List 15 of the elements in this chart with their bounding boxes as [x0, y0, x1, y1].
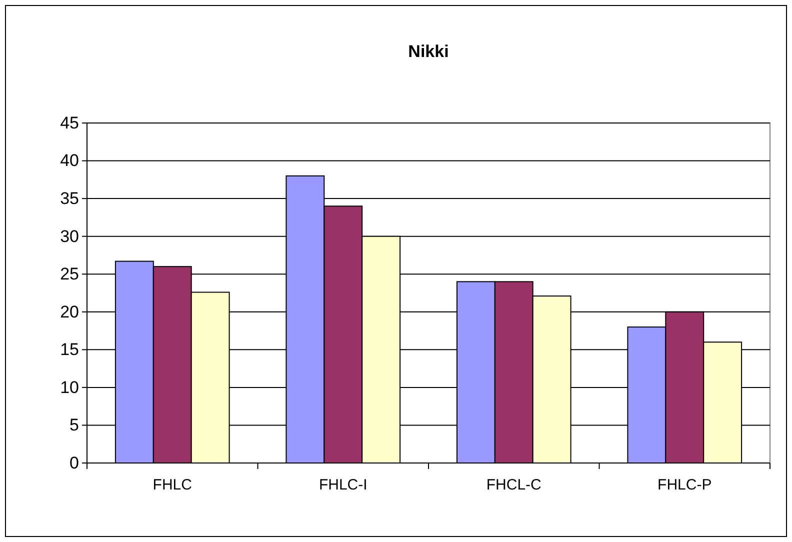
x-tick-label: FHLC: [152, 476, 192, 494]
y-tick-label: 5: [70, 416, 79, 435]
y-tick-label: 15: [60, 340, 79, 360]
y-tick-label: 0: [70, 453, 79, 472]
y-tick-label: 45: [60, 113, 79, 132]
y-tick-label: 35: [60, 188, 79, 208]
x-tick-label: FHLC-P: [658, 476, 712, 494]
y-tick-label: 40: [60, 151, 79, 170]
chart-title: Nikki: [408, 42, 449, 61]
x-tick-label: FHLC-I: [318, 476, 368, 494]
y-tick-label: 30: [60, 226, 79, 246]
y-tick-label: 25: [60, 264, 79, 284]
y-tick-label: 20: [60, 302, 79, 322]
y-tick-label: 10: [60, 378, 79, 397]
x-tick-label: FHCL-C: [486, 476, 542, 494]
